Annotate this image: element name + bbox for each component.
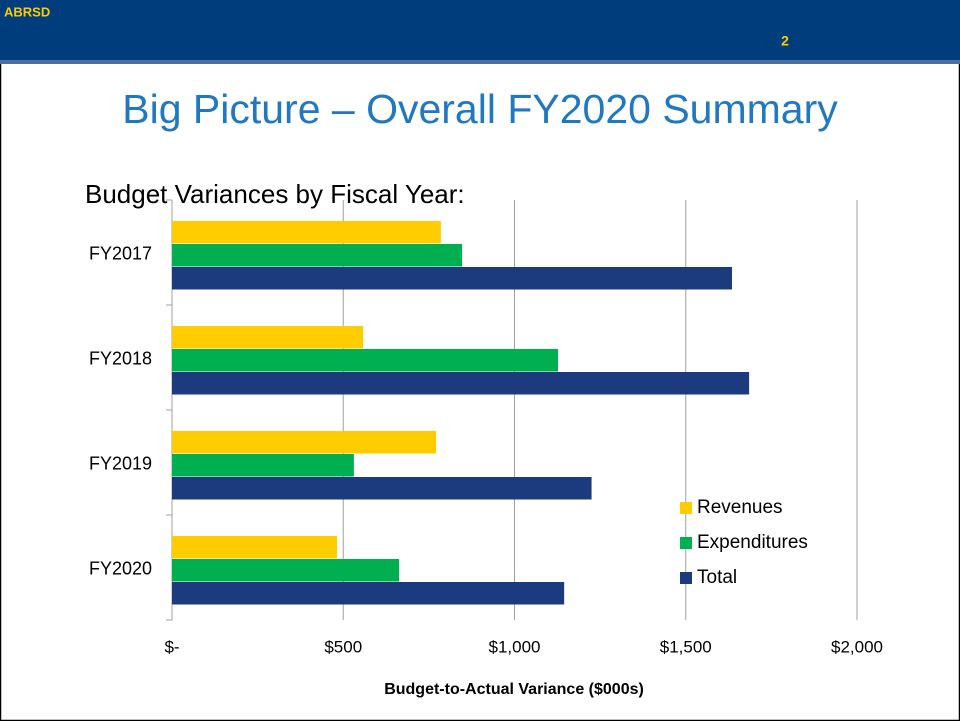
chart-subtitle: Budget Variances by Fiscal Year: (85, 179, 465, 209)
header-bar (0, 0, 960, 60)
y-tick-label: FY2018 (89, 348, 152, 368)
bar (172, 221, 441, 244)
bar (172, 582, 565, 605)
x-tick-label: $2,000 (831, 637, 883, 656)
y-tick-label: FY2020 (89, 558, 152, 578)
header-rule (0, 60, 960, 64)
bar (172, 431, 437, 454)
y-tick-label: FY2019 (89, 453, 152, 473)
bar (172, 326, 364, 349)
org-label: ABRSD (4, 4, 50, 19)
bar (172, 267, 732, 290)
x-tick-label: $500 (324, 637, 362, 656)
bar (172, 349, 558, 372)
x-tick-label: $1,500 (660, 637, 712, 656)
legend-label: Expenditures (697, 532, 808, 553)
legend-swatch (680, 572, 692, 584)
y-tick-label: FY2017 (89, 243, 152, 263)
bar (172, 477, 592, 500)
x-tick-label: $1,000 (489, 637, 541, 656)
x-axis-label: Budget-to-Actual Variance ($000s) (384, 681, 644, 698)
slide-title: Big Picture – Overall FY2020 Summary (122, 86, 838, 132)
page-number: 2 (781, 33, 789, 49)
bar (172, 559, 400, 582)
bar (172, 244, 463, 267)
legend-label: Revenues (697, 497, 783, 518)
x-tick-label: $- (164, 637, 179, 656)
bar (172, 372, 750, 395)
legend-swatch (680, 502, 692, 514)
bar (172, 454, 354, 477)
legend-swatch (680, 537, 692, 549)
legend-label: Total (697, 567, 737, 588)
bar (172, 536, 338, 559)
